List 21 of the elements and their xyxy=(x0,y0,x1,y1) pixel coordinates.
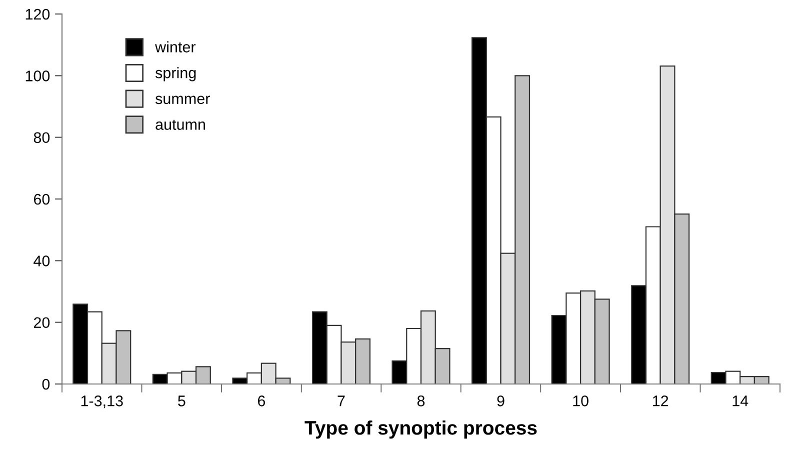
legend-label: winter xyxy=(155,41,196,52)
legend-label: summer xyxy=(155,96,210,104)
y-tick-label: 60 xyxy=(34,194,50,205)
x-axis-title: Type of synoptic process xyxy=(304,420,537,439)
x-tick-label: 8 xyxy=(417,396,425,406)
x-tick-label: 6 xyxy=(258,396,266,406)
y-tick-label: 0 xyxy=(42,378,50,390)
x-tick-label: 5 xyxy=(178,396,186,406)
x-tick-label: 1-3,13 xyxy=(81,396,123,408)
legend-label: spring xyxy=(155,67,196,82)
x-tick-label: 10 xyxy=(573,396,588,406)
y-tick-label: 80 xyxy=(34,132,50,144)
y-tick-label: 20 xyxy=(34,317,50,328)
x-tick-label: 14 xyxy=(732,396,748,406)
x-tick-label: 9 xyxy=(497,396,504,406)
y-tick-label: 40 xyxy=(34,256,50,266)
y-tick-label: 100 xyxy=(26,70,50,82)
y-tick-label: 120 xyxy=(26,8,50,20)
legend-label: autumn xyxy=(156,120,206,130)
x-tick-label: 7 xyxy=(338,396,345,406)
x-tick-label: 12 xyxy=(653,396,668,406)
